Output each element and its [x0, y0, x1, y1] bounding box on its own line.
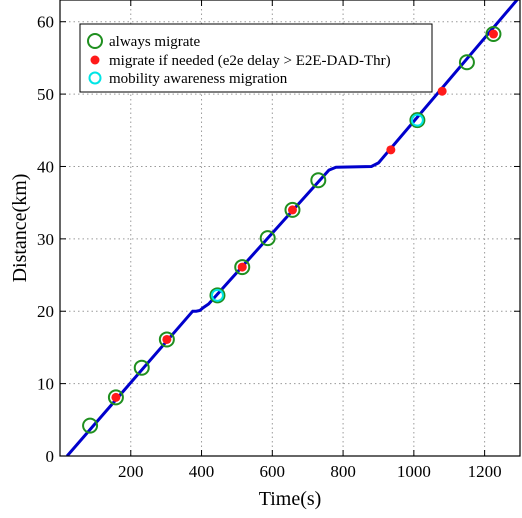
always-migrate-point: [485, 26, 502, 43]
y-tick-label: 30: [37, 230, 54, 249]
mobility-awareness-point: [410, 113, 424, 127]
always-migrate-point: [234, 259, 251, 276]
grid: [60, 0, 520, 456]
legend-box: [79, 23, 433, 93]
line-layer: [65, 0, 519, 456]
migrate-if-needed-point: [162, 334, 172, 344]
always-migrate-point: [458, 54, 475, 71]
migrate-if-needed-legend-label: migrate if needed (e2e delay > E2E-DAD-T…: [109, 53, 391, 69]
y-tick-label: 0: [46, 447, 55, 466]
x-tick-label: 1000: [397, 462, 431, 481]
always-migrate-point: [158, 331, 175, 348]
always-migrate-point: [209, 287, 226, 304]
always-migrate-point: [409, 112, 426, 129]
always-migrate-legend-marker: [87, 33, 103, 49]
always-migrate-point: [107, 389, 124, 406]
x-axis-title: Time(s): [259, 488, 322, 510]
x-tick-label: 600: [260, 462, 286, 481]
x-tick-label: 200: [118, 462, 144, 481]
always-migrate-point: [82, 417, 99, 434]
tick-layer: 200 400 600 800 1000 1200 0 10 20 30 40 50 60: [37, 0, 520, 481]
migrate-if-needed-point: [287, 205, 297, 215]
always-migrate-point: [284, 201, 301, 218]
mobility-awareness-legend-marker: [88, 71, 102, 85]
always-migrate-point: [310, 172, 327, 189]
migrate-if-needed-legend-marker: [90, 55, 100, 65]
always-migrate-legend-label: always migrate: [109, 34, 201, 50]
migrate-if-needed-point: [237, 262, 247, 272]
always-migrate-point: [133, 359, 150, 376]
y-tick-label: 10: [37, 375, 54, 394]
y-axis-title: Distance(km): [9, 174, 31, 283]
legend: always migrate migrate if needed (e2e del…: [79, 23, 433, 93]
x-tick-label: 400: [189, 462, 215, 481]
x-tick-label: 1200: [468, 462, 502, 481]
migrate-if-needed-point: [437, 86, 447, 96]
always-migrate-point: [259, 230, 276, 247]
y-tick-label: 20: [37, 302, 54, 321]
migrate-if-needed-point: [488, 29, 498, 39]
migrate-if-needed-point: [111, 392, 121, 402]
y-tick-label: 40: [37, 157, 54, 176]
plot-frame: [59, 0, 521, 457]
mobility-awareness-point: [210, 288, 224, 302]
migrate-if-needed-point: [386, 145, 396, 155]
y-tick-label: 50: [37, 85, 54, 104]
y-tick-label: 60: [37, 13, 54, 32]
distance-line: [65, 0, 519, 456]
mobility-awareness-legend-label: mobility awareness migration: [109, 71, 288, 87]
x-tick-label: 800: [330, 462, 356, 481]
marker-layer: [82, 26, 502, 434]
